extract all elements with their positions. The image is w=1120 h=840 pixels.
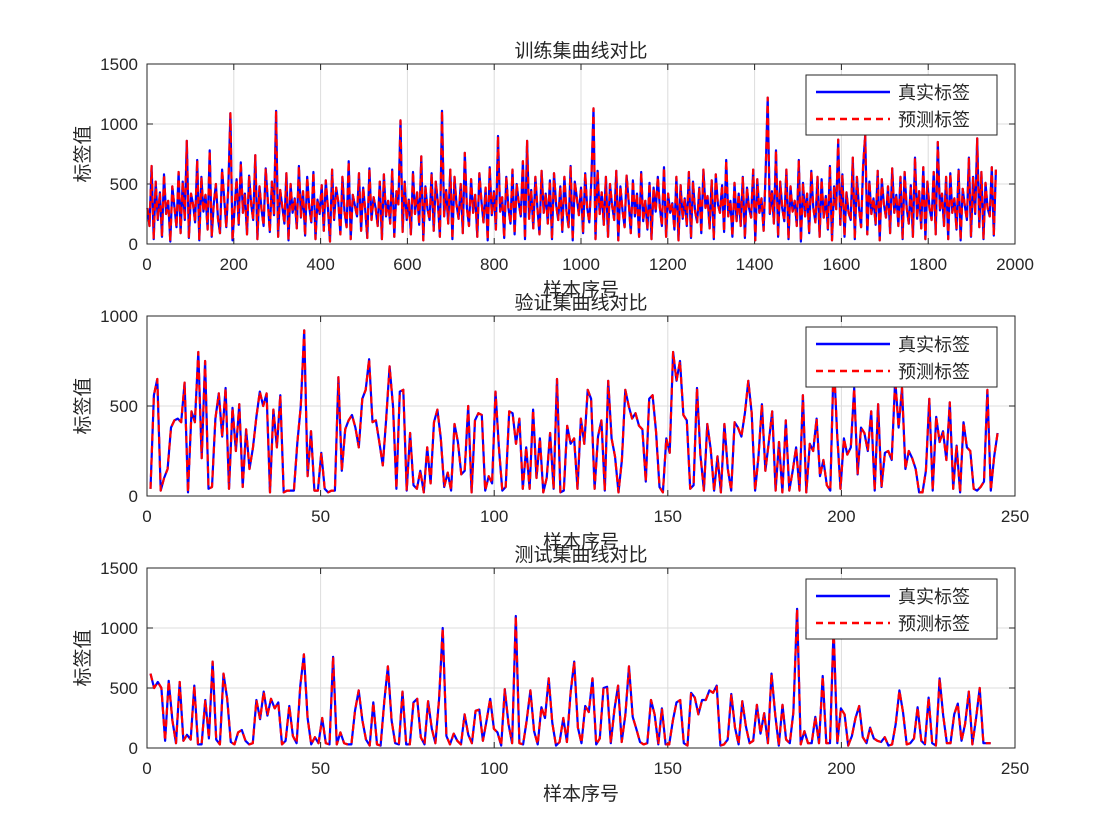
chart-title: 训练集曲线对比	[514, 40, 647, 62]
chart-panel-1: 0 200 400 600 800 1000 1200 1400 1600 1800 2000 0 50…	[72, 40, 1034, 301]
y-tick-label: 500	[110, 397, 138, 416]
legend-label-pred: 预测标签	[898, 110, 970, 131]
x-tick-label: 50	[311, 507, 330, 526]
x-tick-label: 200	[827, 759, 855, 778]
x-tick-label: 1000	[562, 255, 600, 274]
y-tick-label: 0	[129, 487, 138, 506]
x-tick-label: 1400	[736, 255, 774, 274]
x-tick-label: 1200	[649, 255, 687, 274]
axes-box	[146, 315, 1016, 497]
legend-label-true: 真实标签	[898, 587, 970, 608]
y-tick-label: 500	[110, 175, 138, 194]
x-tick-label: 100	[480, 759, 508, 778]
legend-label-pred: 预测标签	[898, 614, 970, 635]
series-line-预测标签	[149, 607, 991, 747]
x-tick-label: 50	[311, 759, 330, 778]
y-tick-label: 1500	[100, 559, 138, 578]
y-tick-label: 0	[129, 235, 138, 254]
legend-label-true: 真实标签	[898, 83, 970, 104]
x-tick-label: 150	[654, 759, 682, 778]
x-tick-label: 2000	[996, 255, 1034, 274]
x-axis-label: 样本序号	[543, 531, 619, 553]
x-tick-label: 400	[306, 255, 334, 274]
x-tick-label: 250	[1001, 507, 1029, 526]
y-tick-label: 1000	[100, 307, 138, 326]
y-axis-label: 标签值	[72, 125, 94, 182]
legend-box	[805, 74, 998, 136]
legend-box	[805, 326, 998, 388]
x-axis-label: 样本序号	[543, 279, 619, 301]
x-tick-label: 600	[393, 255, 421, 274]
series-line-预测标签	[146, 96, 997, 243]
x-tick-label: 100	[480, 507, 508, 526]
x-tick-label: 800	[480, 255, 508, 274]
chart-title: 测试集曲线对比	[514, 544, 647, 566]
x-tick-label: 200	[827, 507, 855, 526]
x-tick-label: 0	[142, 759, 151, 778]
y-tick-label: 0	[129, 739, 138, 758]
y-axis-label: 标签值	[72, 377, 94, 434]
y-tick-label: 1000	[100, 115, 138, 134]
series-line-预测标签	[149, 329, 999, 494]
y-tick-label: 1500	[100, 55, 138, 74]
x-axis-label: 样本序号	[543, 783, 619, 805]
x-tick-label: 1600	[822, 255, 860, 274]
axes-box	[146, 63, 1016, 245]
legend-label-true: 真实标签	[898, 335, 970, 356]
x-tick-label: 150	[654, 507, 682, 526]
x-tick-label: 0	[142, 255, 151, 274]
y-tick-label: 500	[110, 679, 138, 698]
chart-title: 验证集曲线对比	[514, 292, 647, 314]
x-tick-label: 0	[142, 507, 151, 526]
x-tick-label: 1800	[909, 255, 947, 274]
x-tick-label: 200	[220, 255, 248, 274]
y-tick-label: 1000	[100, 619, 138, 638]
legend-box	[805, 578, 998, 640]
legend-label-pred: 预测标签	[898, 362, 970, 383]
y-axis-label: 标签值	[72, 629, 94, 686]
axes-box	[146, 567, 1016, 749]
x-tick-label: 250	[1001, 759, 1029, 778]
